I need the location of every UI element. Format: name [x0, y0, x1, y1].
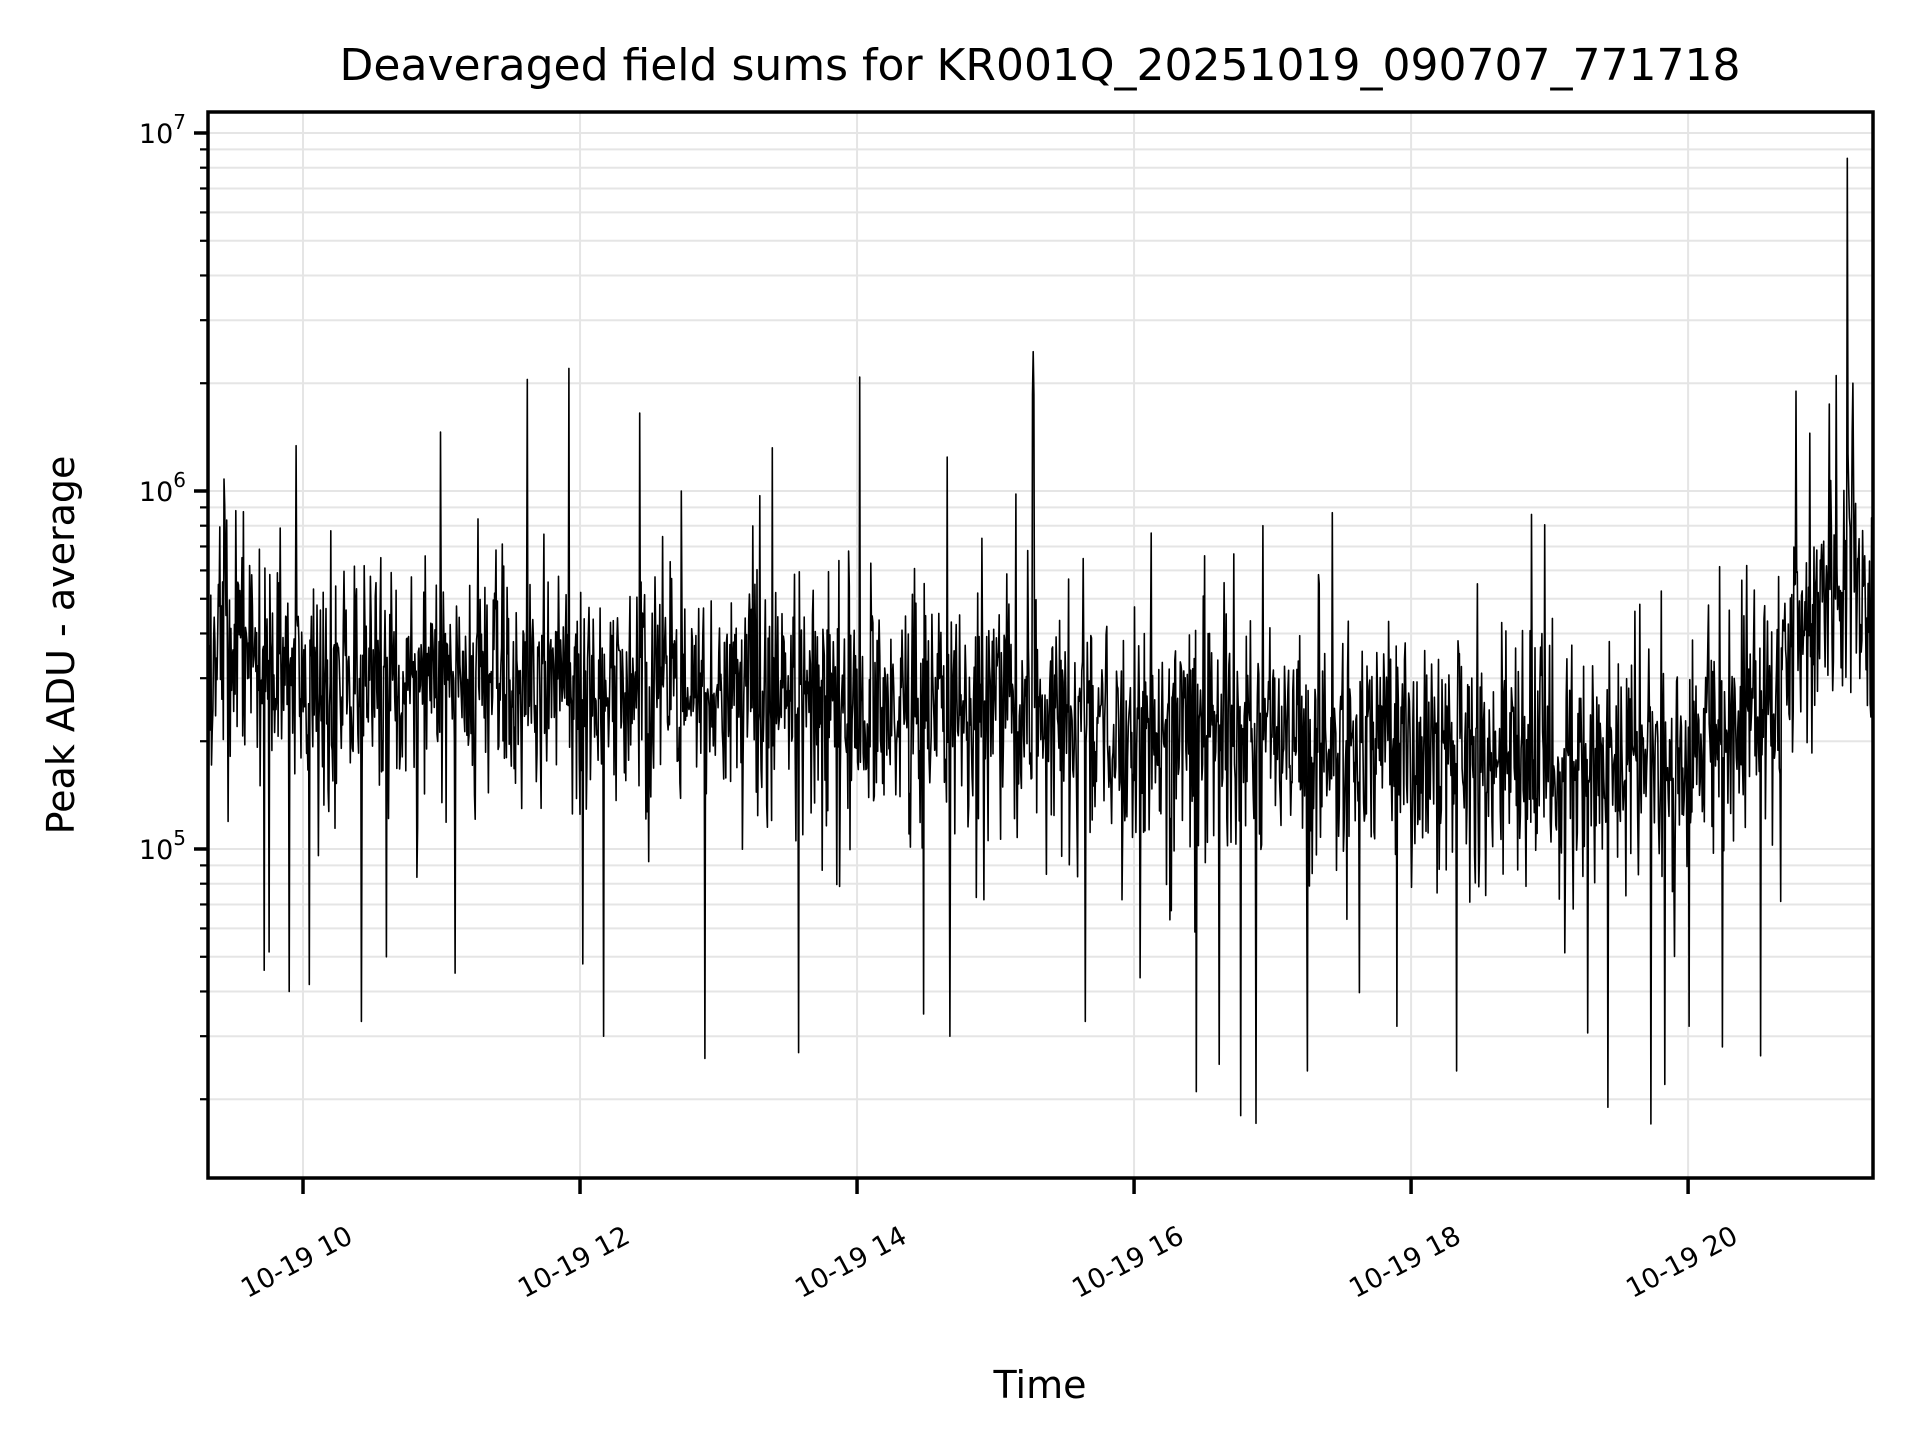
- y-tick-labels: 105 106 107: [139, 110, 186, 866]
- chart-title: Deaveraged field sums for KR001Q_2025101…: [340, 40, 1741, 91]
- y-tick-label: 107: [139, 110, 186, 150]
- y-axis-label: Peak ADU - average: [39, 456, 83, 835]
- y-tick-label: 106: [139, 468, 186, 508]
- x-axis-label: Time: [993, 1363, 1087, 1407]
- data-series-line: [208, 157, 1873, 1125]
- plot-border: [206, 110, 1875, 1180]
- gridlines: [208, 112, 1873, 1178]
- data-series: [208, 157, 1873, 1125]
- y-tick-label: 105: [139, 826, 186, 866]
- axis-ticks: [194, 131, 1690, 1194]
